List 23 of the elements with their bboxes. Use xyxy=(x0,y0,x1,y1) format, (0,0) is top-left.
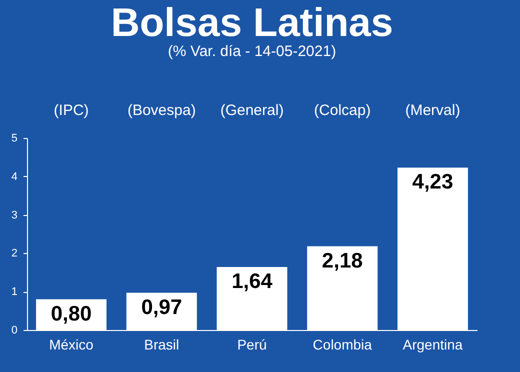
y-tick-label: 0 xyxy=(11,324,18,336)
x-tick-label: México xyxy=(49,336,94,352)
y-tick-label: 4 xyxy=(11,170,18,183)
data-label: 0,80 xyxy=(50,302,92,326)
x-tick-label: Perú xyxy=(237,336,267,352)
text: (Merval) xyxy=(405,102,460,119)
y-tick-label: 2 xyxy=(11,248,18,260)
y-tick-label: 5 xyxy=(11,132,18,144)
text: (Colcap) xyxy=(314,102,371,119)
x-tick-label: Argentina xyxy=(402,336,463,352)
x-tick-label: Colombia xyxy=(312,336,372,352)
data-label: 1,64 xyxy=(232,270,273,294)
data-label: 4,23 xyxy=(412,170,454,194)
y-tick-label: 3 xyxy=(11,209,18,222)
data-label: 0,97 xyxy=(141,296,182,319)
text: (IPC) xyxy=(54,102,89,119)
chart-subtitle: (% Var. día - 14-05-2021) xyxy=(168,43,336,60)
x-tick-label: Brasil xyxy=(144,336,180,352)
text: (Bovespa) xyxy=(127,102,196,119)
chart-title: Bolsas Latinas xyxy=(110,1,394,45)
data-label: 2,18 xyxy=(322,249,364,272)
text: (General) xyxy=(220,102,284,119)
y-tick-label: 1 xyxy=(11,286,18,298)
